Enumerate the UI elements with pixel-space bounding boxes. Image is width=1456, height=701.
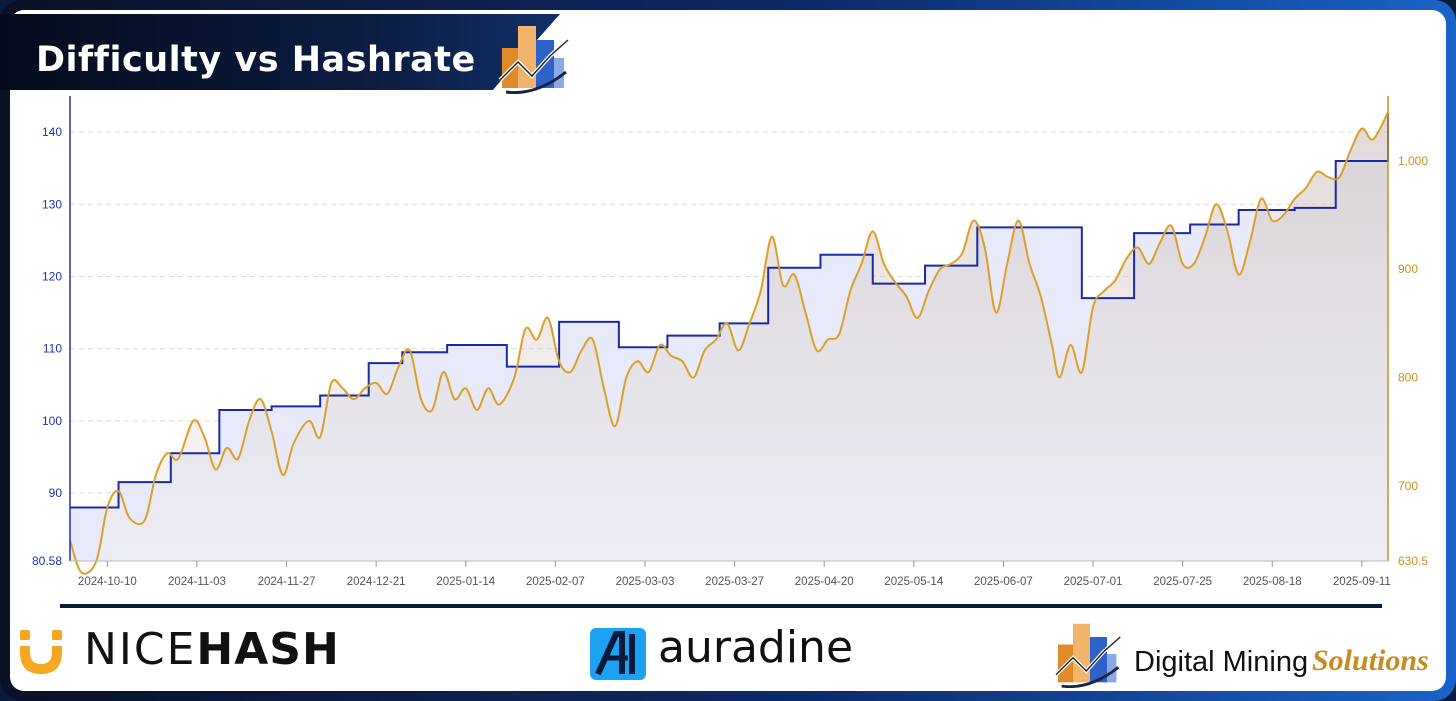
- x-tick-label: 2025-06-07: [974, 576, 1033, 588]
- x-tick-label: 2025-03-27: [705, 576, 764, 588]
- title-bar: [0, 14, 560, 90]
- x-tick-label: 2025-07-01: [1064, 576, 1123, 588]
- x-tick-label: 2024-11-03: [168, 576, 226, 588]
- left-tick-label: 100: [42, 414, 62, 428]
- dms-wordmark: Digital Mining: [1134, 646, 1309, 678]
- right-tick-label: 1,000: [1398, 154, 1428, 168]
- left-tick-label: 140: [42, 125, 62, 139]
- left-tick-label: 110: [43, 342, 62, 356]
- left-tick-label: 120: [42, 269, 62, 283]
- left-tick-label: 130: [42, 197, 62, 211]
- right-tick-label: 800: [1398, 370, 1418, 384]
- x-tick-label: 2024-11-27: [258, 576, 316, 588]
- dms-wordmark-accent: Solutions: [1312, 644, 1429, 677]
- x-tick-label: 2024-10-10: [78, 576, 137, 588]
- right-tick-label: 700: [1398, 479, 1418, 493]
- x-tick-label: 2025-08-18: [1243, 576, 1302, 588]
- x-tick-label: 2025-01-14: [436, 576, 495, 588]
- nicehash-logo-icon: [20, 630, 62, 674]
- dms-footer-logo-icon: [1054, 623, 1122, 688]
- x-tick-label: 2025-07-25: [1153, 576, 1212, 588]
- x-tick-label: 2025-02-07: [526, 576, 585, 588]
- right-tick-label: 900: [1398, 262, 1418, 276]
- difficulty-line: [70, 114, 1389, 509]
- x-tick-label: 2025-05-14: [884, 576, 943, 588]
- auradine-wordmark: auradine: [658, 622, 854, 673]
- x-tick-label: 2024-12-21: [347, 576, 406, 588]
- auradine-logo-icon: [590, 628, 646, 680]
- x-tick-label: 2025-09-11: [1333, 576, 1391, 588]
- chart-title: Difficulty vs Hashrate: [36, 40, 476, 80]
- x-tick-label: 2025-04-20: [795, 576, 854, 588]
- dms-logo-icon: [498, 26, 570, 94]
- nicehash-wordmark: NICEHASH: [84, 624, 340, 675]
- hashrate-line: [69, 111, 1389, 575]
- left-tick-label: 80.58: [32, 554, 62, 568]
- x-tick-label: 2025-03-03: [616, 576, 675, 588]
- left-tick-label: 90: [49, 486, 63, 500]
- footer-divider: [60, 604, 1382, 608]
- hashrate-area: [70, 112, 1388, 574]
- right-tick-label: 630.5: [1398, 554, 1428, 568]
